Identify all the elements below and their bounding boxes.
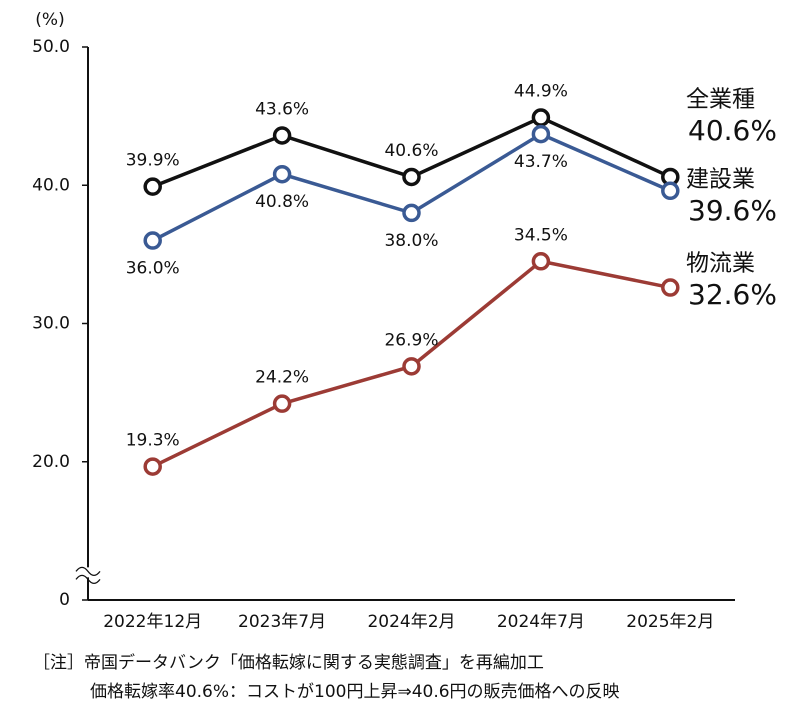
note: 価格転嫁率40.6%：コストが100円上昇⇒40.6円の販売価格への反映 — [90, 682, 620, 702]
marker — [272, 164, 292, 184]
value-label: 24.2% — [255, 368, 309, 388]
axis-break — [75, 566, 101, 576]
value-label: 34.5% — [514, 225, 568, 245]
marker — [272, 126, 292, 145]
end-value-label: 39.6% — [688, 194, 777, 227]
value-label: 26.9% — [384, 330, 438, 350]
value-label: 40.6% — [384, 141, 438, 161]
x-tick-label: 2024年2月 — [367, 612, 455, 632]
value-label: 36.0% — [126, 259, 180, 279]
y-tick-label: 30.0 — [32, 314, 70, 334]
y-tick-label: 40.0 — [32, 175, 70, 195]
y-tick-label: 20.0 — [32, 452, 70, 472]
marker — [143, 457, 162, 476]
marker — [143, 177, 162, 196]
x-tick-label: 2022年12月 — [103, 612, 202, 632]
series-name: 全業種 — [686, 87, 755, 113]
value-label: 43.6% — [255, 99, 309, 119]
marker — [402, 203, 421, 223]
marker — [402, 357, 421, 376]
marker — [531, 252, 551, 271]
marker — [531, 124, 551, 144]
note: ［注］帝国データバンク「価格転嫁に関する実態調査」を再編加工 — [33, 652, 544, 673]
end-value-label: 40.6% — [688, 114, 777, 147]
x-tick-label: 2023年7月 — [238, 612, 326, 632]
marker — [661, 181, 680, 201]
marker — [661, 278, 680, 297]
x-tick-label: 2025年2月 — [626, 612, 714, 632]
x-tick-label: 2024年7月 — [497, 612, 585, 632]
value-label: 39.9% — [126, 151, 180, 171]
marker — [402, 167, 421, 187]
series-name: 建設業 — [686, 167, 755, 193]
series-name: 物流業 — [686, 251, 755, 277]
axis-break — [75, 574, 101, 584]
marker — [143, 231, 162, 250]
y-tick-label: 50.0 — [32, 37, 70, 57]
value-label: 38.0% — [384, 231, 438, 251]
value-label: 19.3% — [126, 431, 180, 451]
marker — [272, 394, 292, 413]
end-value-label: 32.6% — [688, 278, 777, 311]
y-axis-label: (%) — [35, 10, 64, 30]
value-label: 44.9% — [514, 82, 568, 102]
y-tick-label: 0 — [59, 590, 70, 610]
marker — [531, 108, 551, 127]
value-label: 43.7% — [514, 152, 568, 172]
value-label: 40.8% — [255, 192, 309, 212]
